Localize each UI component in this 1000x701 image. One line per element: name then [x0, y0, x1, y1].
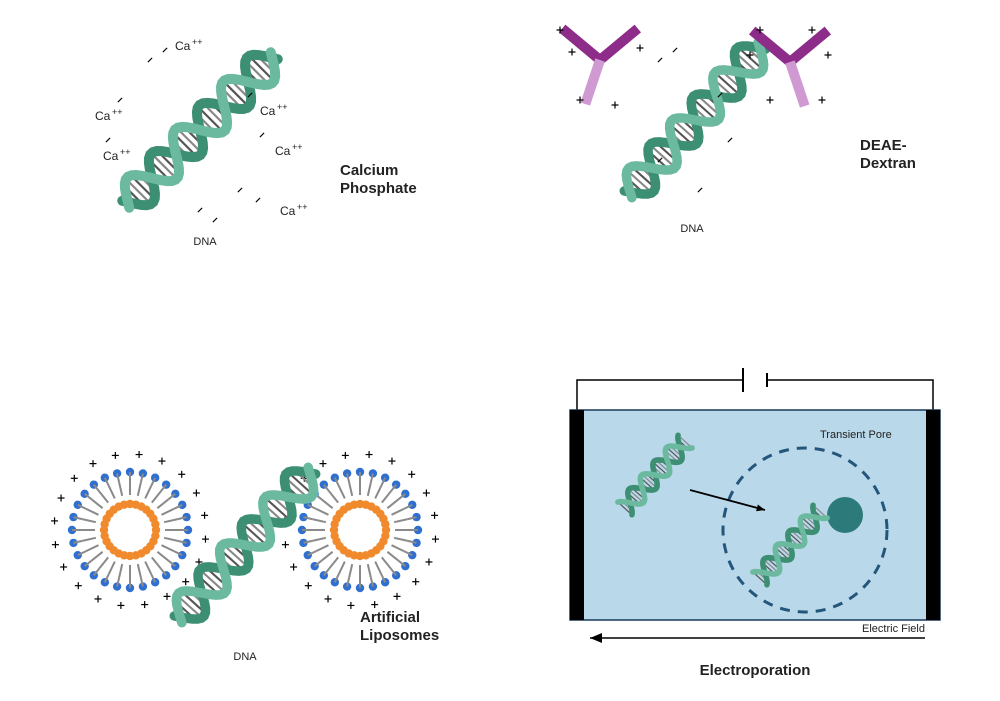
- panel-artificial-liposomes: DNA ArtificialLiposomes: [51, 451, 439, 663]
- liposome: [51, 451, 209, 609]
- ca-ion-label: Ca++: [275, 142, 303, 158]
- svg-text:Ca: Ca: [103, 149, 119, 163]
- plus-mark: [423, 490, 430, 497]
- panel-title: Artificial: [360, 609, 420, 626]
- plus-mark: [388, 458, 395, 465]
- svg-text:++: ++: [192, 37, 203, 47]
- electrode-right: [926, 410, 940, 620]
- svg-text:++: ++: [277, 102, 288, 112]
- panel-deae-dextran: DNA DEAE-Dextran: [557, 27, 916, 236]
- ca-ion-label: Ca++: [280, 202, 308, 218]
- cell-nucleus: [827, 497, 863, 533]
- plus-mark: [158, 458, 165, 465]
- plus-mark: [163, 593, 170, 600]
- dna-label: DNA: [680, 223, 704, 235]
- plus-mark: [90, 460, 97, 467]
- plus-mark: [432, 536, 439, 543]
- transient-pore-label: Transient Pore: [820, 429, 892, 441]
- svg-text:Ca: Ca: [275, 144, 291, 158]
- svg-text:Dextran: Dextran: [860, 155, 916, 172]
- plus-mark: [819, 97, 826, 104]
- plus-mark: [60, 563, 67, 570]
- plus-mark: [290, 563, 297, 570]
- panel-title: Electroporation: [700, 662, 811, 679]
- electric-field-label: Electric Field: [862, 623, 925, 635]
- cuvette: [570, 410, 940, 620]
- plus-mark: [305, 582, 312, 589]
- plus-mark: [320, 460, 327, 467]
- dna-label: DNA: [193, 236, 217, 248]
- svg-text:Ca: Ca: [175, 39, 191, 53]
- plus-mark: [431, 512, 438, 519]
- ca-ion-label: Ca++: [175, 37, 203, 53]
- plus-mark: [182, 578, 189, 585]
- plus-mark: [95, 595, 102, 602]
- svg-text:++: ++: [112, 107, 123, 117]
- plus-mark: [393, 593, 400, 600]
- plus-mark: [408, 471, 415, 478]
- plus-mark: [58, 495, 65, 502]
- panel-title: Calcium: [340, 162, 398, 179]
- plus-mark: [612, 102, 619, 109]
- svg-text:Liposomes: Liposomes: [360, 627, 439, 644]
- diagram-stage: Ca++Ca++Ca++Ca++Ca++Ca++DNACalciumPhosph…: [0, 0, 1000, 701]
- plus-mark: [202, 536, 209, 543]
- svg-text:Ca: Ca: [280, 204, 296, 218]
- svg-text:++: ++: [120, 147, 131, 157]
- plus-mark: [201, 512, 208, 519]
- svg-text:Phosphate: Phosphate: [340, 180, 417, 197]
- plus-mark: [178, 471, 185, 478]
- ca-ion-label: Ca++: [260, 102, 288, 118]
- electrode-left: [570, 410, 584, 620]
- plus-mark: [75, 582, 82, 589]
- plus-mark: [51, 517, 58, 524]
- plus-mark: [347, 602, 354, 609]
- plus-mark: [52, 541, 59, 548]
- ca-ion-label: Ca++: [103, 147, 131, 163]
- dna-label: DNA: [233, 651, 257, 663]
- plus-mark: [141, 601, 148, 608]
- plus-mark: [342, 452, 349, 459]
- ca-ion-label: Ca++: [95, 107, 123, 123]
- plus-mark: [569, 49, 576, 56]
- plus-mark: [71, 475, 78, 482]
- svg-text:++: ++: [292, 142, 303, 152]
- plus-mark: [112, 452, 119, 459]
- panel-title: DEAE-: [860, 137, 907, 154]
- dna-helix: [113, 43, 287, 217]
- svg-text:Ca: Ca: [95, 109, 111, 123]
- plus-mark: [117, 602, 124, 609]
- plus-mark: [193, 490, 200, 497]
- plus-mark: [325, 595, 332, 602]
- plus-mark: [412, 578, 419, 585]
- panel-calcium-phosphate: Ca++Ca++Ca++Ca++Ca++Ca++DNACalciumPhosph…: [95, 37, 417, 248]
- dna-helix: [615, 34, 774, 206]
- plus-mark: [136, 451, 143, 458]
- plus-mark: [809, 27, 816, 34]
- svg-text:Ca: Ca: [260, 104, 276, 118]
- plus-mark: [366, 451, 373, 458]
- deae-dextran-molecule: [562, 29, 638, 105]
- plus-mark: [637, 45, 644, 52]
- plus-mark: [371, 601, 378, 608]
- svg-text:++: ++: [297, 202, 308, 212]
- plus-mark: [767, 97, 774, 104]
- plus-mark: [825, 52, 832, 59]
- panel-electroporation: Transient Pore Electric Field Electroporat…: [570, 368, 940, 679]
- plus-mark: [282, 541, 289, 548]
- plus-mark: [425, 558, 432, 565]
